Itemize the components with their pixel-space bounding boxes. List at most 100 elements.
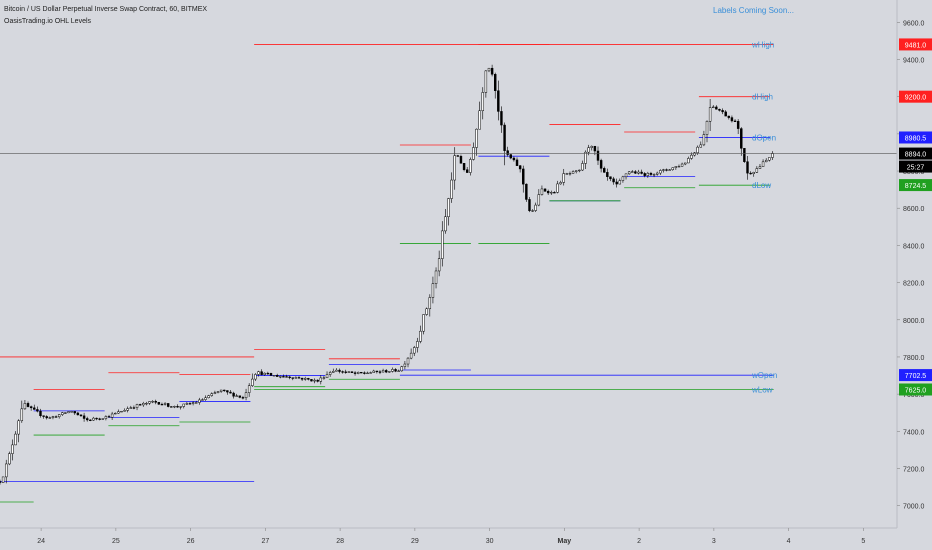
candle-body xyxy=(325,374,329,379)
candle-body xyxy=(319,377,323,382)
candle-body xyxy=(269,373,273,376)
candle-body xyxy=(335,369,338,372)
candle-body xyxy=(29,406,33,409)
candle-body xyxy=(702,134,706,146)
candle-body xyxy=(683,162,687,165)
candle-body xyxy=(260,371,263,375)
candle-body xyxy=(216,391,220,393)
candle-body xyxy=(490,67,494,75)
candle-body xyxy=(715,106,718,110)
candle-body xyxy=(459,156,463,164)
candle-body xyxy=(272,375,276,377)
candle-body xyxy=(618,180,622,185)
candle-body xyxy=(135,404,139,408)
candle-body xyxy=(322,377,326,379)
candle-body xyxy=(534,204,537,211)
candle-body xyxy=(621,176,625,181)
candle-body xyxy=(497,90,500,112)
level-price-tag xyxy=(899,90,932,103)
candle-body xyxy=(223,389,226,392)
candle-body xyxy=(522,168,525,185)
candle-body xyxy=(500,111,503,126)
candle-body xyxy=(394,369,397,372)
candle-body xyxy=(659,170,662,174)
x-tick-label: 4 xyxy=(787,538,791,545)
candle-body xyxy=(45,416,48,419)
candle-body xyxy=(219,389,223,392)
candle-body xyxy=(291,377,294,379)
candle-body xyxy=(338,369,341,372)
candle-body xyxy=(279,376,282,378)
candle-body xyxy=(39,410,42,416)
candle-body xyxy=(82,415,86,419)
level-price-tag xyxy=(899,179,932,192)
level-label: dLow xyxy=(752,181,771,190)
level-price-tag-text: 8724.5 xyxy=(905,183,927,190)
candle-body xyxy=(724,111,727,117)
candle-body xyxy=(727,115,731,118)
candle-body xyxy=(646,172,650,176)
candle-body xyxy=(163,403,167,405)
candle-body xyxy=(347,371,351,373)
labels-notice: Labels Coming Soon... xyxy=(713,6,794,15)
countdown-tag xyxy=(899,160,932,173)
candle-body xyxy=(300,377,304,380)
x-tick-label: 25 xyxy=(112,538,120,545)
price-tags: 9481.0 9200.0 8980.5 8724.5 7702.5 7625.0 8894… xyxy=(899,38,932,396)
candle-body xyxy=(447,198,450,217)
candle-body xyxy=(254,374,257,380)
candle-body xyxy=(758,166,762,169)
x-tick-label: 3 xyxy=(712,538,716,545)
candle-body xyxy=(51,416,55,418)
candle-body xyxy=(14,433,17,446)
candle-body xyxy=(503,124,506,151)
x-tick-label: 5 xyxy=(861,538,865,545)
candle-body xyxy=(403,363,407,367)
candle-body xyxy=(275,375,279,377)
candle-body xyxy=(690,154,693,159)
candle-body xyxy=(95,417,98,420)
candle-body xyxy=(518,165,522,170)
candle-body xyxy=(768,157,771,161)
candle-body xyxy=(388,371,391,373)
candle-body xyxy=(649,172,653,175)
candle-body xyxy=(369,372,372,374)
candle-body xyxy=(637,171,640,174)
candle-body xyxy=(609,176,612,180)
candle-body xyxy=(5,463,8,478)
candle-body xyxy=(752,172,755,175)
candle-body xyxy=(11,444,14,454)
candle-body xyxy=(400,366,403,372)
candle-body xyxy=(154,401,157,403)
candle-body xyxy=(98,418,101,420)
candle-body xyxy=(587,147,590,153)
candle-body xyxy=(655,172,659,175)
candle-body xyxy=(213,392,217,394)
candles xyxy=(0,64,774,485)
candle-body xyxy=(413,347,416,354)
candle-body xyxy=(157,402,161,405)
candle-body xyxy=(241,397,245,399)
candle-body xyxy=(546,191,550,194)
candle-body xyxy=(33,407,36,410)
candle-body xyxy=(627,171,631,175)
candle-body xyxy=(509,154,513,159)
candle-body xyxy=(515,159,519,166)
candle-body xyxy=(481,92,484,111)
candle-body xyxy=(79,414,83,417)
countdown-text: 25:27 xyxy=(907,165,925,172)
candle-body xyxy=(207,395,210,399)
time-axis[interactable]: 24 25 26 27 28 29 30 May 2 3 4 5 xyxy=(37,528,865,545)
candle-body xyxy=(568,173,572,175)
candle-body xyxy=(235,395,238,397)
candle-body xyxy=(179,406,182,408)
candle-body xyxy=(668,169,671,171)
candle-body xyxy=(375,370,379,373)
level-price-tag xyxy=(899,369,932,382)
candle-body xyxy=(101,418,104,420)
candle-body xyxy=(593,145,597,152)
level-label: wHigh xyxy=(751,40,774,49)
candle-body xyxy=(42,415,45,417)
